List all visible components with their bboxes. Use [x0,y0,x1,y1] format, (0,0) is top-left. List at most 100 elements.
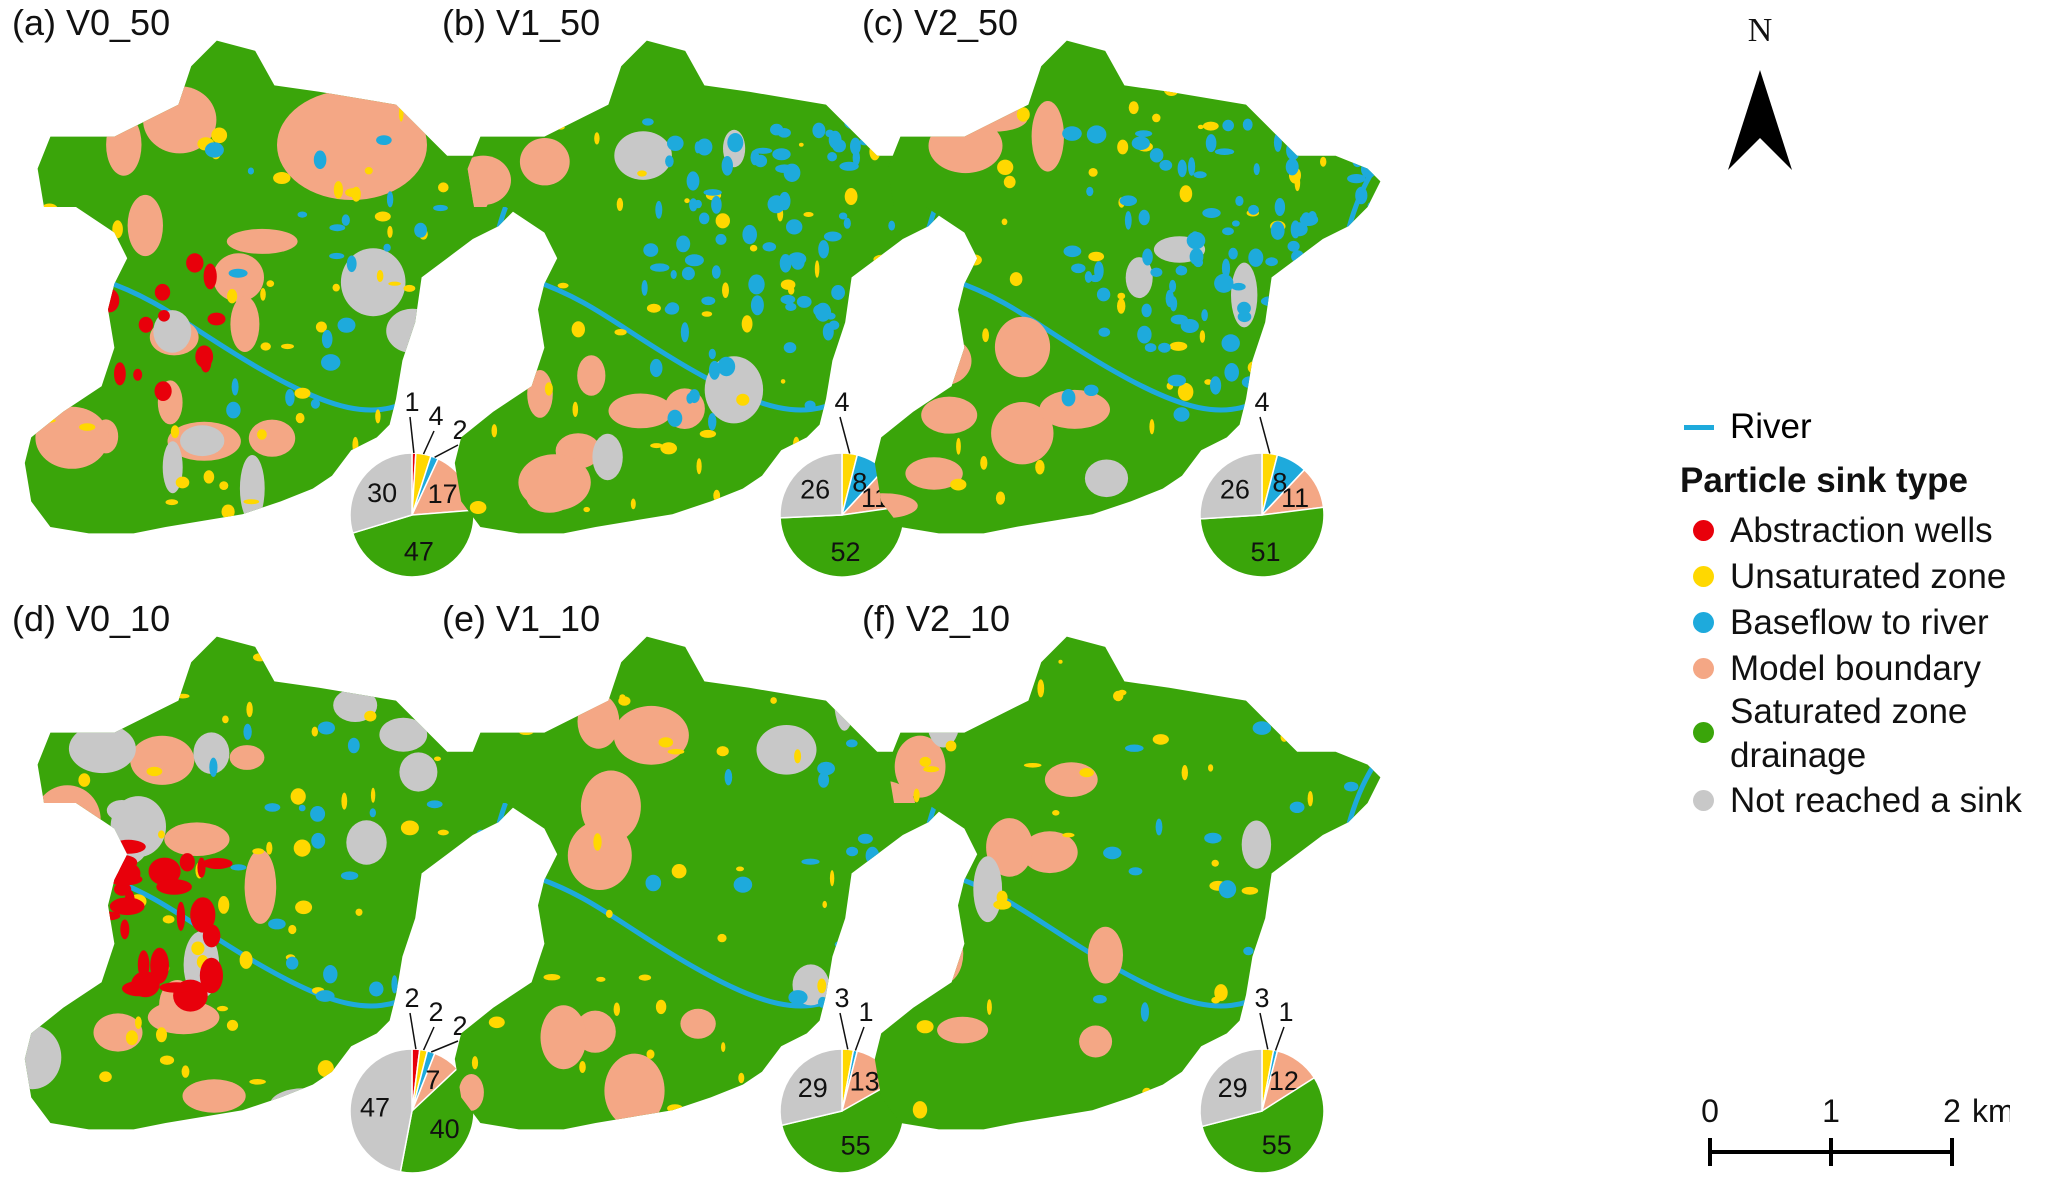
baseflow-to-river-patch [323,965,338,984]
abstraction-wells-patch [190,897,216,933]
baseflow-to-river-patch [341,214,350,226]
unsaturated-zone-patch [701,311,713,317]
unsaturated-zone-patch [294,387,311,399]
unsaturated-zone-patch [203,470,215,484]
model-boundary-patch [991,402,1054,465]
abstraction-wells-patch [207,312,226,326]
unsaturated-zone-patch [333,181,343,199]
not-reached-patch [1125,257,1153,299]
baseflow-to-river-patch [650,263,670,272]
baseflow-to-river-patch [643,243,659,257]
unsaturated-zone-patch [844,188,858,205]
baseflow-to-river-patch [329,252,345,260]
model-boundary-patch [580,770,641,843]
legend-item-unsaturated-zone: Unsaturated zone [1680,554,2060,600]
unsaturated-zone-patch [722,282,729,299]
baseflow-to-river-patch [711,195,722,214]
unsaturated-zone-patch [221,504,235,519]
baseflow-to-river-patch [298,804,306,812]
unsaturated-zone-patch [170,425,180,439]
legend-label: Saturated zone drainage [1730,690,1967,778]
baseflow-to-river-patch [1173,407,1190,422]
pie-value-label: 55 [841,1131,871,1161]
legend-swatch [1693,566,1714,587]
baseflow-to-river-patch [1274,198,1286,216]
model-boundary-patch [680,1008,716,1039]
unsaturated-zone-patch [583,506,590,513]
unsaturated-zone-patch [295,412,305,424]
unsaturated-zone-patch [616,197,624,211]
baseflow-to-river-patch [1150,267,1163,277]
baseflow-to-river-patch [748,274,765,295]
unsaturated-zone-patch [956,437,961,455]
unsaturated-zone-patch [159,1055,175,1065]
pie-value-label: 1 [858,997,873,1027]
panel-label: (b) V1_50 [442,2,601,43]
baseflow-to-river-patch [1218,880,1237,899]
baseflow-to-river-patch [317,721,335,735]
baseflow-to-river-patch [1214,273,1234,293]
abstraction-wells-patch [159,982,193,993]
abstraction-wells-patch [179,853,195,872]
model-boundary-patch [608,393,673,429]
unsaturated-zone-patch [273,172,291,184]
unsaturated-zone-patch [78,773,91,787]
unsaturated-zone-patch [1152,734,1169,745]
baseflow-to-river-patch [337,317,356,333]
baseflow-to-river-patch [1287,240,1300,252]
unsaturated-zone-patch [257,429,267,440]
baseflow-to-river-patch [796,295,812,308]
baseflow-to-river-patch [839,161,859,171]
baseflow-to-river-patch [1232,220,1240,227]
unsaturated-zone-patch [374,211,391,222]
baseflow-to-river-patch [433,204,448,212]
baseflow-to-river-patch [1180,319,1199,333]
baseflow-to-river-patch [1128,867,1143,876]
not-reached-patch [340,248,406,317]
unsaturated-zone-patch [741,315,753,333]
panel-label: (a) V0_50 [12,2,171,43]
unsaturated-zone-patch [916,1020,934,1034]
unsaturated-zone-patch [1241,886,1259,895]
baseflow-to-river-patch [827,152,837,162]
unsaturated-zone-patch [572,401,579,417]
unsaturated-zone-patch [817,978,827,994]
not-reached-patch [239,455,265,522]
baseflow-to-river-patch [787,252,807,266]
pie-value-label: 51 [1250,537,1280,567]
abstraction-wells-patch [154,381,172,401]
baseflow-to-river-patch [665,155,674,168]
model-boundary-patch [937,1016,989,1044]
unsaturated-zone-patch [1214,984,1228,1002]
abstraction-wells-patch [114,362,126,386]
not-reached-patch [98,735,135,760]
model-boundary-patch [248,419,296,457]
model-boundary-patch [35,406,109,469]
unsaturated-zone-patch [1088,251,1105,262]
baseflow-to-river-patch [655,200,663,219]
baseflow-to-river-patch [686,171,700,191]
baseflow-to-river-patch [1177,159,1187,178]
pie-leader-line [434,444,459,458]
baseflow-to-river-patch [1186,231,1206,250]
abstraction-wells-patch [199,957,223,994]
unsaturated-zone-patch [1128,101,1139,115]
unsaturated-zone-patch [488,1016,505,1029]
abstraction-wells-patch [202,924,221,948]
baseflow-to-river-patch [699,212,710,225]
unsaturated-zone-patch [913,788,920,803]
pie-slice-not-reached [349,1048,413,1173]
pie-value-label: 1 [1278,997,1293,1027]
pie-value-label: 26 [1220,475,1250,505]
legend-swatch [1693,612,1714,633]
pie-leader-line [1259,416,1271,454]
model-boundary-patch [1021,831,1078,874]
baseflow-to-river-patch [1205,134,1217,153]
unsaturated-zone-patch [403,284,416,292]
model-boundary-patch [1087,926,1123,984]
baseflow-to-river-patch [676,235,691,253]
not-reached-patch [614,131,672,180]
legend-label: Unsaturated zone [1730,557,2007,596]
baseflow-to-river-patch [838,212,848,220]
